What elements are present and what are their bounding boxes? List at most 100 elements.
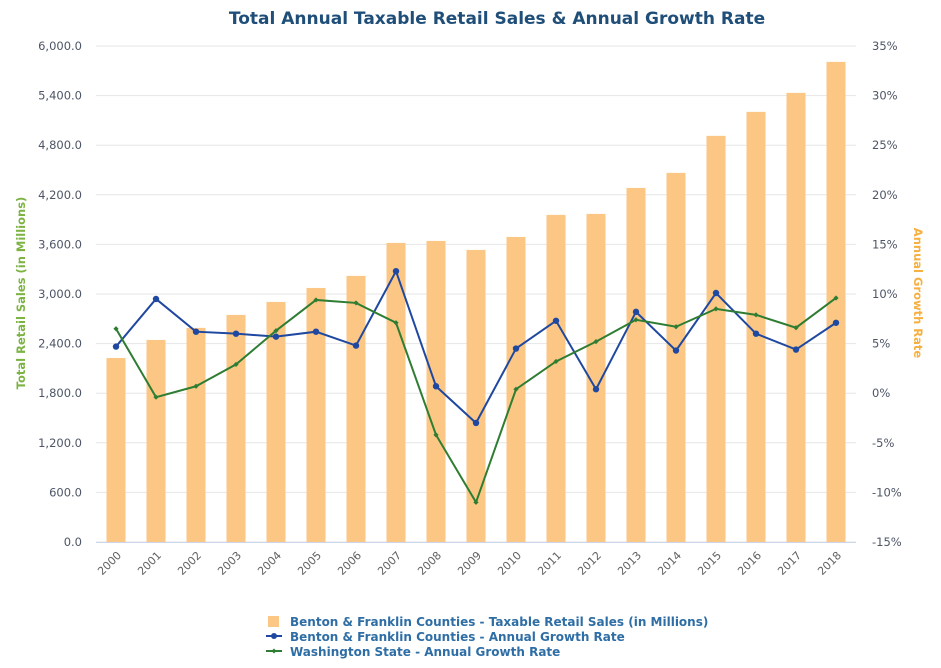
bar-2003	[226, 314, 246, 542]
x-tick-label: 2013	[615, 549, 644, 578]
y2-tick-label: 5%	[872, 337, 890, 351]
y-tick-label: 5,400.0	[38, 89, 82, 103]
y-tick-label: 3,000.0	[38, 287, 82, 301]
bar-2013	[626, 187, 646, 542]
benton-franklin-growth-point-2009	[472, 419, 480, 427]
benton-franklin-growth-point-2014	[672, 347, 680, 354]
y-tick-label: 2,400.0	[38, 337, 82, 351]
x-tick-label: 2018	[815, 549, 844, 578]
y-tick-label: 0.0	[64, 535, 82, 549]
bar-2011	[546, 214, 566, 542]
x-tick-label: 2006	[335, 549, 364, 578]
x-tick-label: 2004	[255, 549, 284, 578]
x-tick-label: 2003	[215, 549, 244, 578]
bar-2006	[346, 275, 366, 542]
y2-tick-label: -5%	[872, 436, 894, 450]
x-tick-label: 2002	[175, 549, 204, 578]
washington-growth-point-2004	[273, 328, 279, 334]
x-tick-label: 2005	[295, 549, 324, 578]
x-tick-label: 2016	[735, 549, 764, 578]
washington-growth-point-2011	[553, 358, 559, 365]
x-tick-label: 2009	[455, 549, 484, 578]
bar-2017	[786, 92, 806, 542]
bar-2018	[826, 61, 846, 542]
y-axis-left-label: Total Retail Sales (in Millions)	[14, 197, 28, 390]
bar-2001	[146, 339, 166, 542]
y2-tick-label: 30%	[872, 89, 898, 103]
legend-label: Benton & Franklin Counties - Taxable Ret…	[290, 615, 708, 629]
y-tick-label: 4,800.0	[38, 138, 82, 152]
y2-tick-label: 10%	[872, 287, 898, 301]
x-tick-label: 2012	[575, 549, 604, 578]
legend-marker	[271, 648, 277, 654]
bar-2012	[586, 213, 606, 542]
bar-series	[106, 61, 846, 543]
x-tick-label: 2010	[495, 549, 524, 578]
legend-swatch-bar	[268, 616, 279, 627]
bar-2009	[466, 249, 486, 542]
x-tick-label: 2000	[95, 549, 124, 578]
benton-franklin-growth-point-2012	[592, 386, 600, 393]
benton-franklin-growth-point-2008	[432, 383, 440, 390]
x-tick-label: 2017	[775, 549, 804, 578]
benton-franklin-growth-point-2011	[552, 317, 560, 324]
bar-2002	[186, 327, 206, 542]
washington-growth-point-2016	[753, 312, 759, 318]
y-tick-label: 1,200.0	[38, 436, 82, 450]
washington-growth-point-2003	[233, 361, 239, 368]
y2-tick-label: 0%	[872, 386, 890, 400]
bar-2007	[386, 242, 406, 543]
y2-tick-label: 35%	[872, 39, 898, 53]
washington-growth-point-2000	[113, 326, 119, 332]
washington-growth-point-2013	[633, 317, 639, 323]
bar-2015	[706, 135, 726, 542]
x-tick-label: 2011	[535, 549, 564, 578]
washington-growth-point-2006	[353, 300, 359, 306]
y-tick-label: 600.0	[49, 485, 82, 499]
legend-label: Benton & Franklin Counties - Annual Grow…	[290, 630, 625, 644]
y2-tick-label: 20%	[872, 188, 898, 202]
benton-franklin-growth-point-2005	[312, 328, 320, 335]
x-axis: 2000 2001 2002 2003 2004 2005 2006 2007 2008 2009…	[95, 549, 844, 578]
x-tick-label: 2008	[415, 549, 444, 578]
washington-growth-point-2007	[393, 320, 399, 326]
washington-growth-point-2018	[833, 295, 839, 301]
benton-franklin-growth-point-2018	[832, 319, 840, 326]
washington-growth-point-2009	[473, 499, 479, 505]
y-axis-right: -15% -10% -5% 0% 5% 10% 15% 20% 25% 30% 35%	[872, 39, 902, 549]
benton-franklin-growth-point-2001	[152, 295, 160, 303]
legend: Benton & Franklin Counties - Taxable Ret…	[266, 615, 708, 659]
washington-growth-point-2001	[153, 394, 159, 400]
x-tick-label: 2015	[695, 549, 724, 578]
washington-growth-point-2005	[313, 297, 319, 303]
x-tick-label: 2001	[135, 549, 164, 578]
benton-franklin-growth-point-2010	[512, 345, 520, 352]
washington-growth-point-2015	[713, 306, 719, 312]
bar-2008	[426, 240, 446, 543]
washington-growth-point-2012	[593, 339, 599, 345]
benton-franklin-growth-point-2013	[632, 308, 640, 316]
y-axis-right-label: Annual Growth Rate	[911, 228, 925, 359]
y-axis-left: 0.0 600.0 1,200.0 1,800.0 2,400.0 3,000.0 3,60…	[38, 39, 82, 549]
benton-franklin-growth-point-2017	[792, 346, 800, 353]
y2-tick-label: 15%	[872, 237, 898, 251]
benton-franklin-growth-point-2002	[192, 328, 200, 335]
benton-franklin-growth-point-2003	[232, 330, 240, 337]
benton-franklin-growth-point-2015	[712, 289, 720, 297]
bar-2016	[746, 111, 766, 543]
legend-label: Washington State - Annual Growth Rate	[290, 645, 560, 659]
bar-2004	[266, 301, 286, 542]
benton-franklin-growth-point-2006	[352, 342, 360, 349]
legend-marker	[271, 633, 277, 639]
washington-growth-point-2017	[793, 325, 799, 331]
chart-title: Total Annual Taxable Retail Sales & Annu…	[229, 9, 765, 29]
y2-tick-label: -10%	[872, 485, 902, 499]
washington-growth-point-2014	[673, 324, 679, 330]
y2-tick-label: -15%	[872, 535, 902, 549]
benton-franklin-growth-point-2016	[752, 330, 760, 337]
x-tick-label: 2007	[375, 549, 404, 578]
bar-2005	[306, 287, 326, 542]
washington-growth-point-2008	[433, 432, 439, 438]
y-tick-label: 1,800.0	[38, 386, 82, 400]
